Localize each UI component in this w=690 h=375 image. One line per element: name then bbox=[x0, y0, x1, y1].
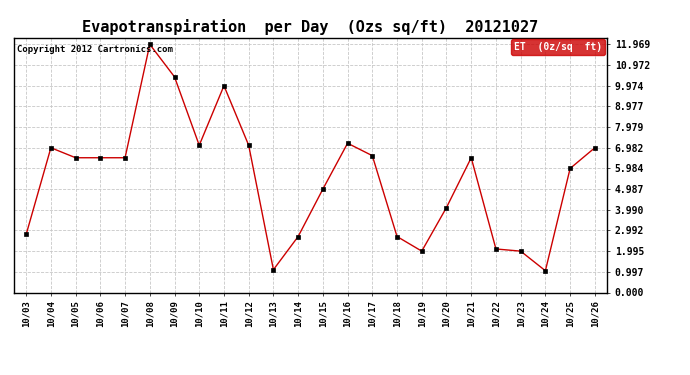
Text: Copyright 2012 Cartronics.com: Copyright 2012 Cartronics.com bbox=[17, 45, 172, 54]
Title: Evapotranspiration  per Day  (Ozs sq/ft)  20121027: Evapotranspiration per Day (Ozs sq/ft) 2… bbox=[82, 19, 539, 35]
Legend: ET  (0z/sq  ft): ET (0z/sq ft) bbox=[511, 39, 605, 55]
